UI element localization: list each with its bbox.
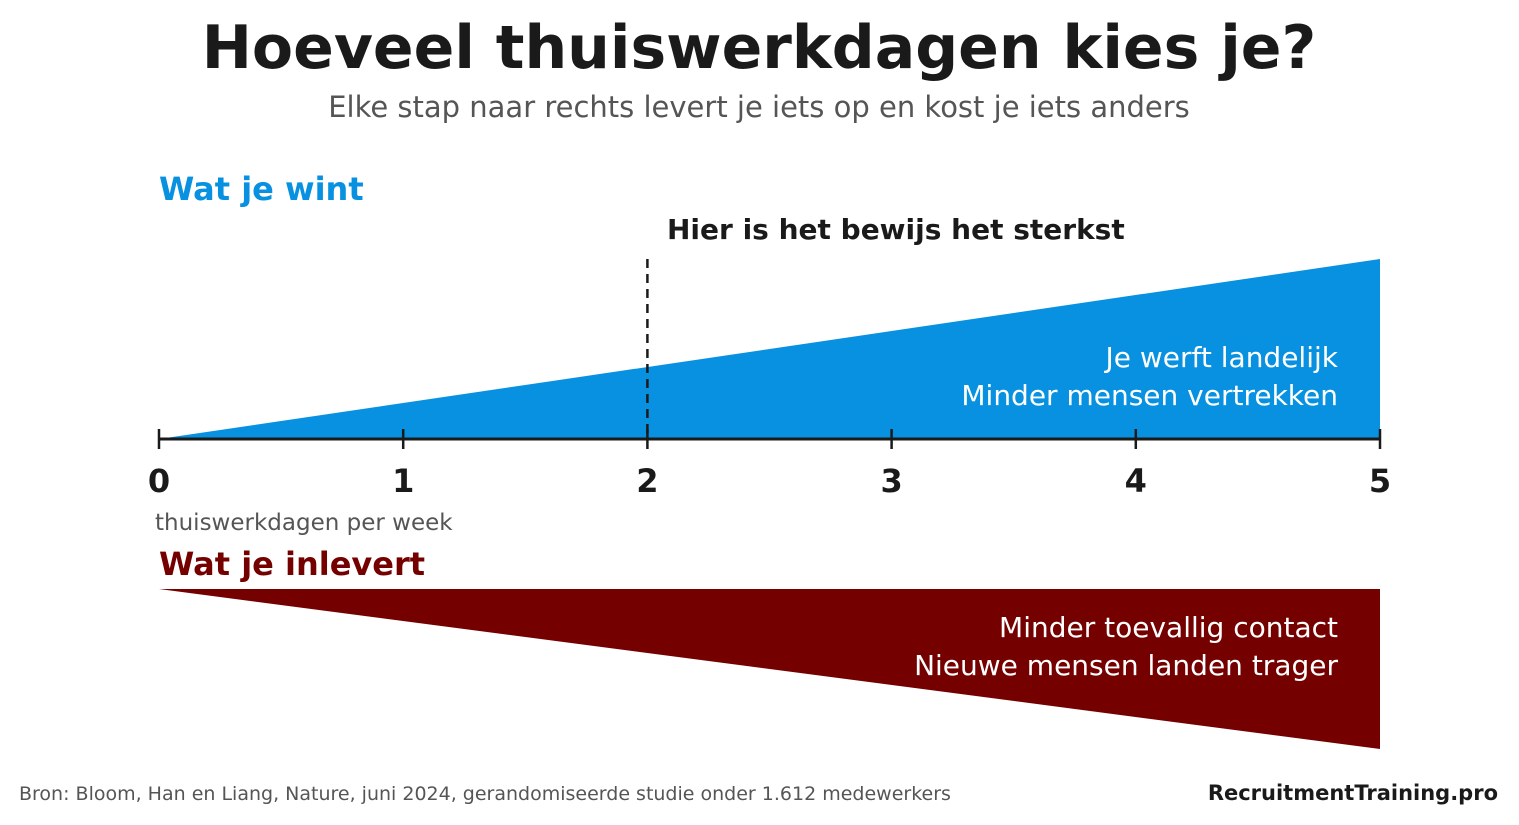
evidence-note: Hier is het bewijs het sterkst bbox=[667, 213, 1125, 246]
loss-line-1: Minder toevallig contact bbox=[999, 611, 1338, 644]
x-axis-label: thuiswerkdagen per week bbox=[155, 510, 453, 536]
x-tick-label: 1 bbox=[392, 462, 414, 500]
gain-line-2: Minder mensen vertrekken bbox=[961, 379, 1338, 412]
gain-line-1: Je werft landelijk bbox=[1103, 341, 1338, 374]
x-tick-label: 5 bbox=[1369, 462, 1391, 500]
source-note: Bron: Bloom, Han en Liang, Nature, juni … bbox=[19, 783, 951, 805]
page-subtitle: Elke stap naar rechts levert je iets op … bbox=[328, 90, 1190, 124]
gain-wedge bbox=[159, 259, 1380, 439]
loss-heading: Wat je inlevert bbox=[159, 545, 425, 583]
gain-heading: Wat je wint bbox=[159, 170, 364, 208]
x-tick-label: 3 bbox=[880, 462, 902, 500]
x-tick-label: 4 bbox=[1125, 462, 1147, 500]
loss-line-2: Nieuwe mensen landen trager bbox=[914, 649, 1338, 682]
page-title: Hoeveel thuiswerkdagen kies je? bbox=[202, 13, 1317, 83]
brand-label: RecruitmentTraining.pro bbox=[1208, 781, 1498, 805]
x-axis: 0 1 2 3 4 5 bbox=[148, 429, 1391, 500]
loss-wedge bbox=[159, 589, 1380, 749]
x-tick-label: 2 bbox=[636, 462, 658, 500]
x-tick-label: 0 bbox=[148, 462, 170, 500]
